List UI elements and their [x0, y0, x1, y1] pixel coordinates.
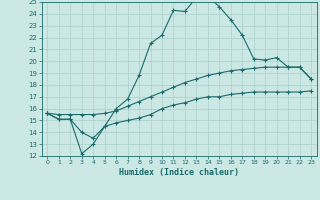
X-axis label: Humidex (Indice chaleur): Humidex (Indice chaleur) [119, 168, 239, 177]
